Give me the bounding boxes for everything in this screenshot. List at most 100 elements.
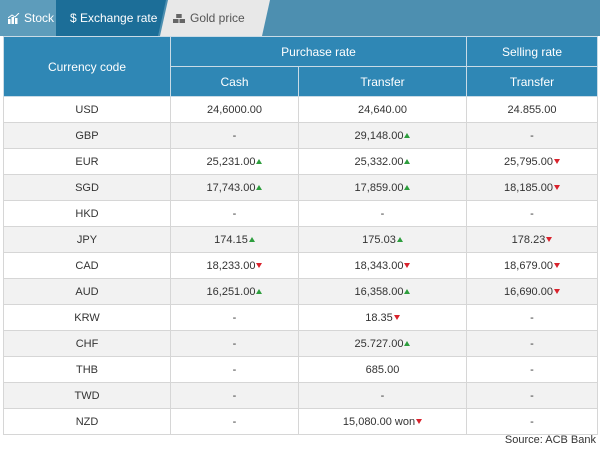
table-row: NZD - 15,080.00 won - <box>3 408 598 435</box>
selling-rate-cell: 24.855.00 <box>466 96 598 123</box>
transfer-rate-cell-value: 24,640.00 <box>358 103 407 116</box>
selling-rate-cell-value: 18,185.00 <box>504 181 553 194</box>
trend-up-icon <box>256 184 263 190</box>
selling-rate-cell: - <box>466 304 598 331</box>
trend-up-icon <box>404 288 411 294</box>
cash-rate-cell-value: - <box>232 311 237 324</box>
trend-up-icon <box>404 184 411 190</box>
transfer-rate-cell-value: 16,358.00 <box>354 285 404 298</box>
currency-code-cell-value: THB <box>76 363 98 376</box>
cash-rate-cell: - <box>170 356 299 383</box>
table-row: CAD 18,233.00 18,343.00 18,679.00 <box>3 252 598 279</box>
chart-icon <box>8 12 20 24</box>
currency-code-cell-value: HKD <box>75 207 99 220</box>
gold-bars-icon <box>172 13 186 24</box>
table-row: USD 24,6000.00 24,640.00 24.855.00 <box>3 96 598 123</box>
currency-code-cell: CHF <box>3 330 171 357</box>
cash-rate-cell: - <box>170 382 299 409</box>
header-cash: Cash <box>170 66 299 97</box>
table-row: EUR 25,231.00 25,332.00 25,795.00 <box>3 148 598 175</box>
transfer-rate-cell: 685.00 <box>298 356 467 383</box>
selling-rate-cell: - <box>466 330 598 357</box>
trend-up-icon <box>404 158 411 164</box>
transfer-rate-cell: 175.03 <box>298 226 467 253</box>
table-row: THB - 685.00 - <box>3 356 598 383</box>
header-selling-transfer: Transfer <box>466 66 598 97</box>
selling-rate-cell: 18,185.00 <box>466 174 598 201</box>
tab-stock-label: Stock <box>24 11 55 25</box>
transfer-rate-cell-value: 17,859.00 <box>354 181 404 194</box>
trend-up-icon <box>256 158 263 164</box>
transfer-rate-cell: 25.727.00 <box>298 330 467 357</box>
trend-down-icon <box>553 158 560 164</box>
tab-exchange-rate[interactable]: $ Exchange rate <box>56 0 166 36</box>
tab-stock[interactable]: Stock <box>0 0 56 36</box>
currency-code-cell-value: NZD <box>75 415 99 428</box>
selling-rate-cell-value: - <box>530 129 534 142</box>
currency-code-cell-value: KRW <box>74 311 100 324</box>
currency-code-cell-value: EUR <box>75 155 99 168</box>
header-transfer: Transfer <box>298 66 467 97</box>
transfer-rate-cell: 18,343.00 <box>298 252 467 279</box>
trend-down-icon <box>546 236 553 242</box>
cash-rate-cell-value: 25,231.00 <box>206 155 256 168</box>
transfer-rate-cell-value: - <box>380 207 385 220</box>
cash-rate-cell-value: 17,743.00 <box>206 181 256 194</box>
currency-code-cell: CAD <box>3 252 171 279</box>
cash-rate-cell: - <box>170 200 299 227</box>
currency-code-cell: HKD <box>3 200 171 227</box>
selling-rate-cell: - <box>466 122 598 149</box>
cash-rate-cell-value: - <box>232 129 237 142</box>
table-body: USD 24,6000.00 24,640.00 24.855.00 GBP - 29,14… <box>3 96 598 435</box>
transfer-rate-cell-value: 29,148.00 <box>354 129 404 142</box>
currency-code-cell: TWD <box>3 382 171 409</box>
trend-down-icon <box>416 418 423 424</box>
trend-down-icon <box>553 184 560 190</box>
transfer-rate-cell-value: 685.00 <box>365 363 400 376</box>
cash-rate-cell-value: 16,251.00 <box>206 285 256 298</box>
selling-rate-cell: - <box>466 200 598 227</box>
cash-rate-cell: - <box>170 304 299 331</box>
cash-rate-cell: - <box>170 122 299 149</box>
transfer-rate-cell: 17,859.00 <box>298 174 467 201</box>
cash-rate-cell-value: - <box>232 415 237 428</box>
transfer-rate-cell: - <box>298 200 467 227</box>
currency-code-cell: AUD <box>3 278 171 305</box>
table-row: GBP - 29,148.00 - <box>3 122 598 149</box>
tab-gold-price[interactable]: Gold price <box>160 0 270 36</box>
selling-rate-cell: 25,795.00 <box>466 148 598 175</box>
trend-down-icon <box>404 262 411 268</box>
transfer-rate-cell: 15,080.00 won <box>298 408 467 435</box>
transfer-rate-cell: - <box>298 382 467 409</box>
currency-code-cell-value: CHF <box>75 337 99 350</box>
transfer-rate-cell-value: 18.35 <box>365 311 393 324</box>
exchange-rate-table: Currency code Purchase rate Selling rate… <box>3 36 598 435</box>
selling-rate-cell-value: 24.855.00 <box>507 103 557 116</box>
selling-rate-cell-value: - <box>530 311 534 324</box>
selling-rate-cell-value: - <box>530 389 534 402</box>
selling-rate-cell: - <box>466 356 598 383</box>
selling-rate-cell-value: 25,795.00 <box>504 155 553 168</box>
tab-gold-price-label: Gold price <box>190 11 245 25</box>
currency-code-cell-value: USD <box>75 103 99 116</box>
cash-rate-cell-value: 18,233.00 <box>206 259 256 272</box>
currency-code-cell: KRW <box>3 304 171 331</box>
tab-exchange-rate-label: $ Exchange rate <box>70 11 158 25</box>
selling-rate-cell-value: 178.23 <box>511 233 546 246</box>
cash-rate-cell-value: 174.15 <box>214 233 248 246</box>
transfer-rate-cell-value: 25.727.00 <box>354 337 404 350</box>
currency-code-cell-value: JPY <box>76 233 98 246</box>
table-row: SGD 17,743.00 17,859.00 18,185.00 <box>3 174 598 201</box>
cash-rate-cell: 17,743.00 <box>170 174 299 201</box>
trend-up-icon <box>404 132 411 138</box>
header-currency-code: Currency code <box>3 36 171 97</box>
trend-down-icon <box>553 288 560 294</box>
currency-code-cell: THB <box>3 356 171 383</box>
selling-rate-cell: - <box>466 382 598 409</box>
header-purchase-rate: Purchase rate <box>170 36 467 67</box>
trend-up-icon <box>396 236 403 242</box>
currency-code-cell: NZD <box>3 408 171 435</box>
trend-down-icon <box>393 314 400 320</box>
transfer-rate-cell: 18.35 <box>298 304 467 331</box>
currency-code-cell-value: AUD <box>75 285 99 298</box>
